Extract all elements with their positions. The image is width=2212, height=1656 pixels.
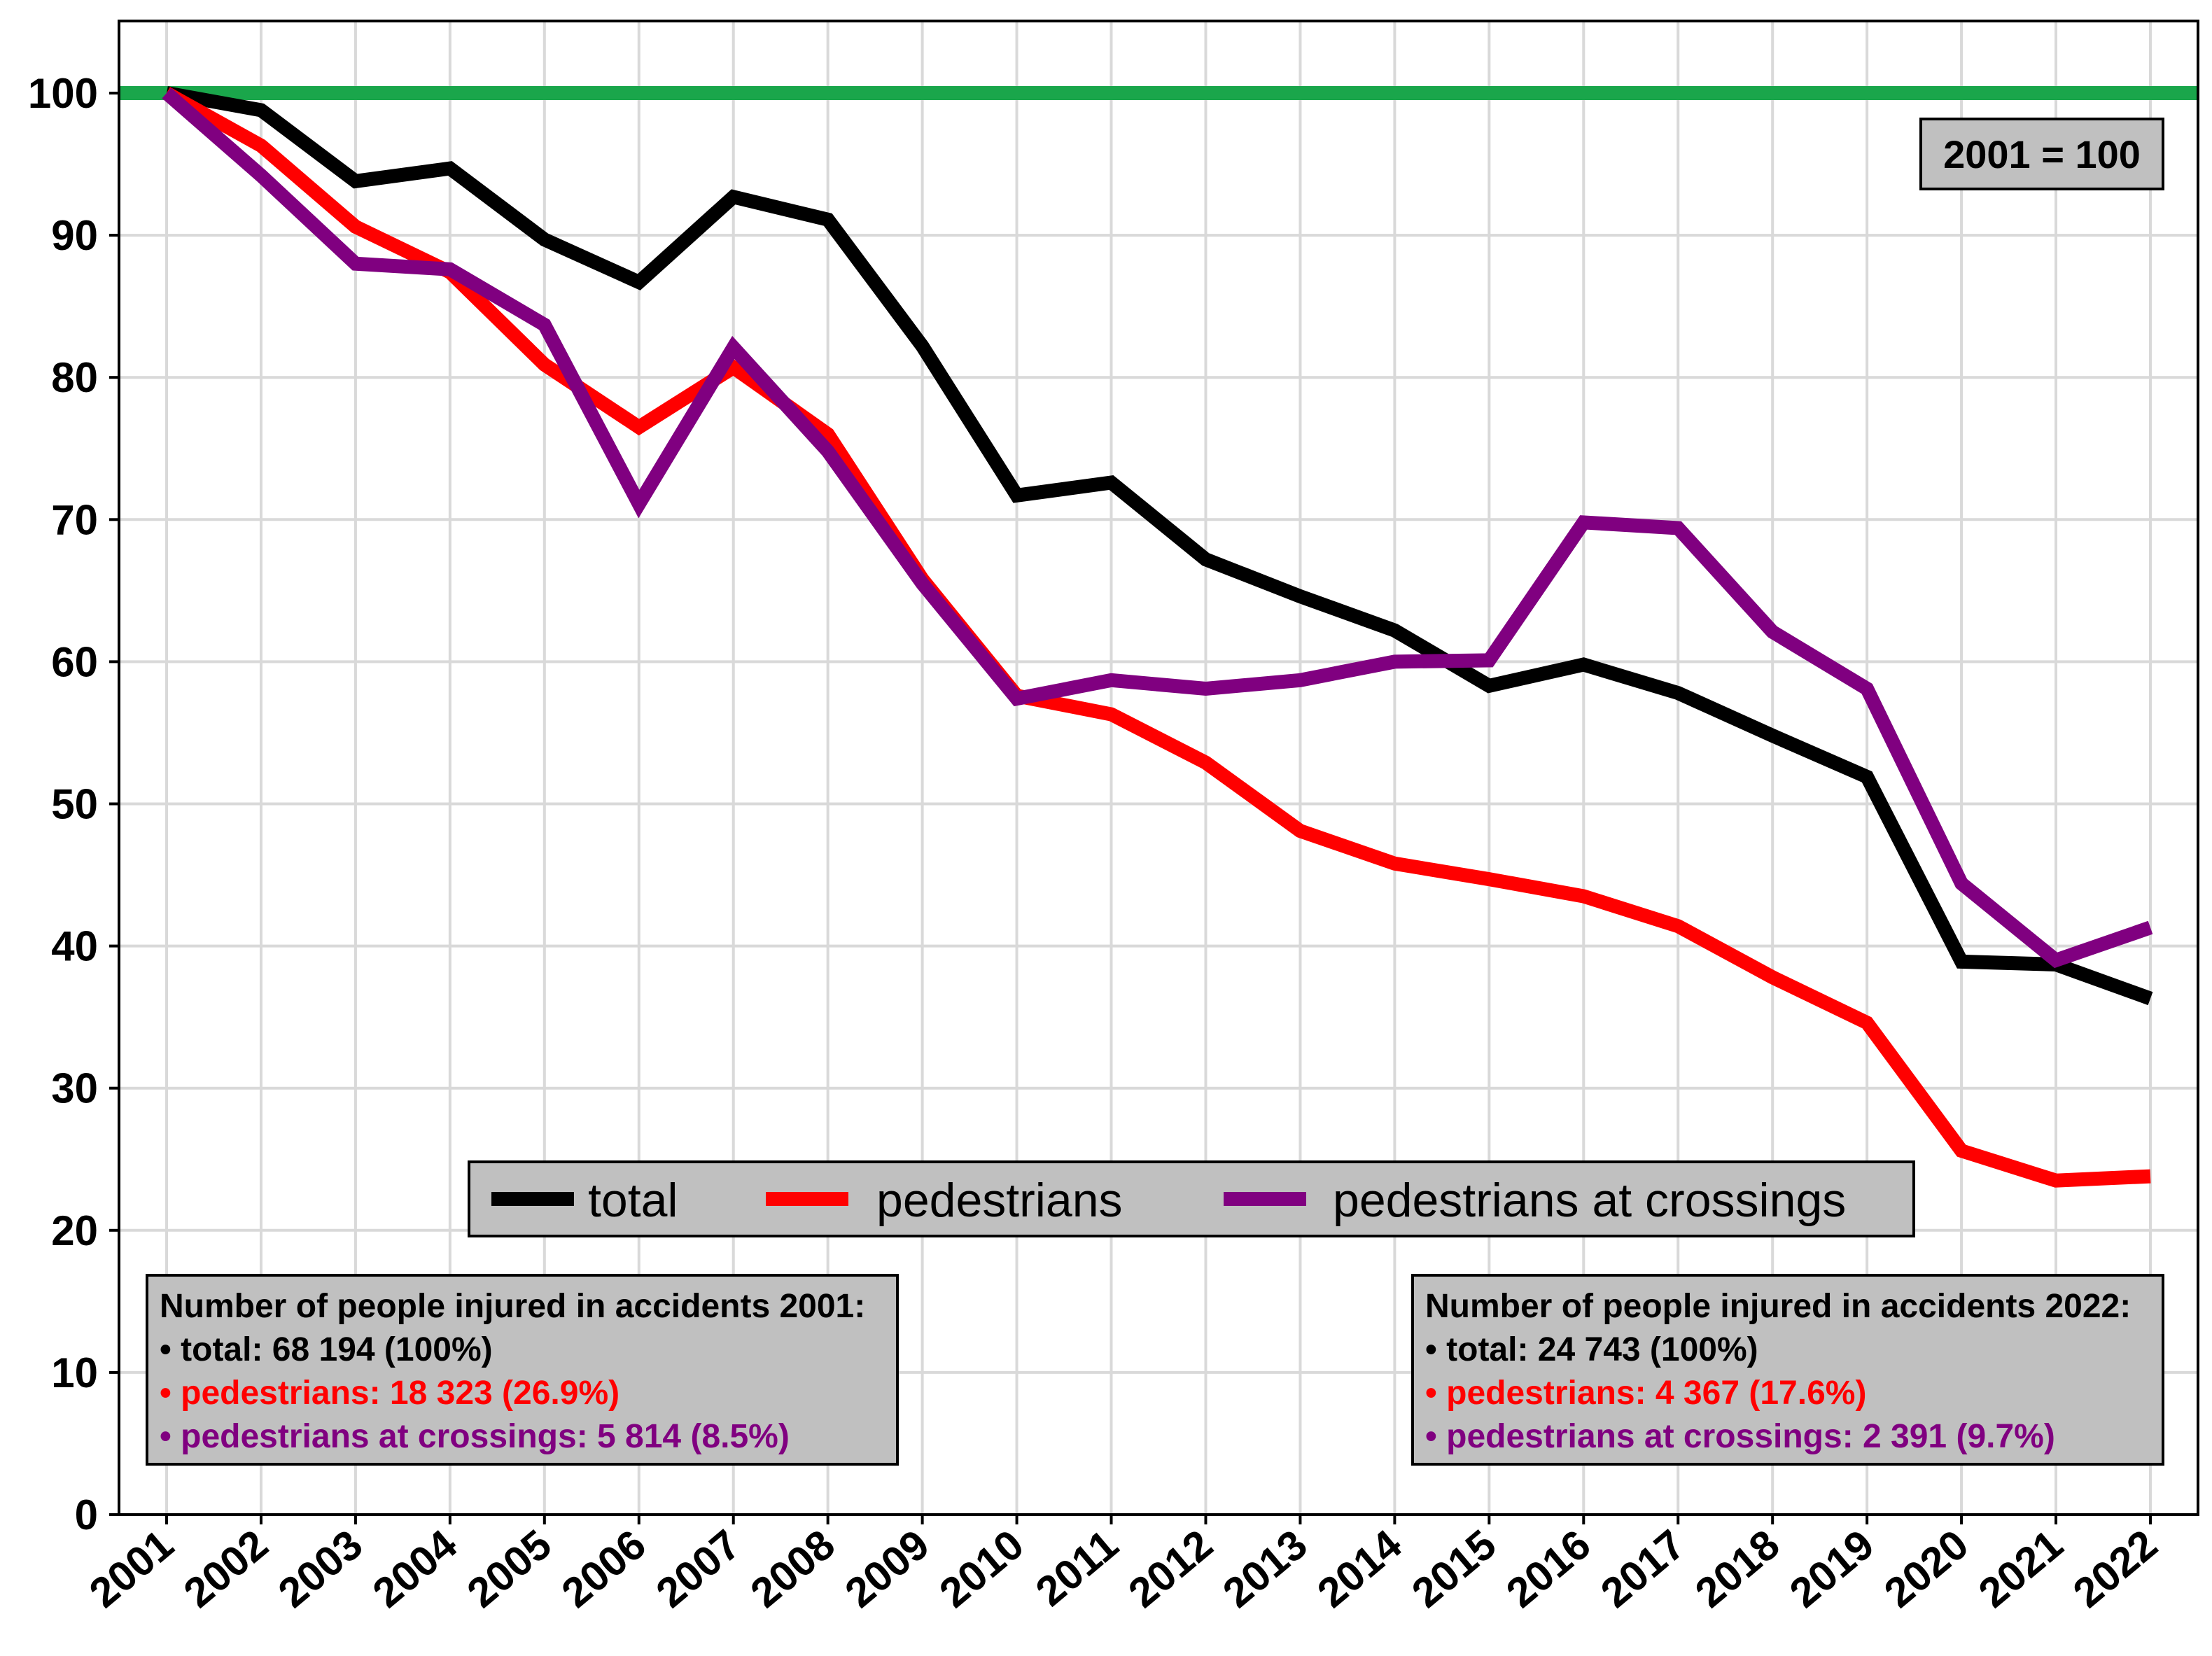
annotation-boxes: Number of people injured in accidents 20…	[146, 1274, 2164, 1466]
y-tick-label: 80	[51, 354, 98, 401]
annotation-heading: Number of people injured in accidents 20…	[160, 1288, 865, 1325]
data-point	[1960, 1149, 1963, 1152]
index-note-text: 2001 = 100	[1943, 132, 2141, 176]
data-point	[1298, 679, 1301, 682]
data-point	[1110, 713, 1113, 716]
series-line-pedestrians	[163, 87, 2151, 1188]
data-point	[1771, 631, 1774, 633]
y-tick-label: 10	[51, 1349, 98, 1396]
y-tick-label: 0	[75, 1492, 98, 1538]
data-point	[638, 503, 640, 505]
data-point	[1676, 925, 1679, 927]
data-point	[1582, 521, 1585, 524]
data-point	[638, 281, 640, 283]
data-point	[449, 268, 451, 271]
data-point	[543, 238, 546, 241]
data-point	[638, 426, 640, 428]
data-point	[354, 225, 357, 228]
data-point	[260, 108, 262, 111]
annotation-line: • pedestrians: 4 367 (17.6%)	[1425, 1375, 1866, 1412]
annotation-box-bottom-left	[146, 1274, 899, 1466]
annotation-line: • total: 68 194 (100%)	[160, 1331, 493, 1368]
y-tick-label: 60	[51, 638, 98, 685]
legend: total pedestrians pedestrians at crossings	[468, 1160, 1915, 1237]
data-point	[1204, 687, 1207, 690]
y-tick-label: 70	[51, 496, 98, 543]
legend-label-pedestrians-at-crossings: pedestrians at crossings	[1333, 1174, 1846, 1227]
annotation-heading: Number of people injured in accidents 20…	[1425, 1288, 2131, 1325]
data-point	[2149, 997, 2152, 1000]
data-point	[1582, 663, 1585, 666]
data-point	[543, 323, 546, 326]
data-point	[1298, 829, 1301, 832]
index-note: 2001 = 100	[1919, 118, 2164, 190]
y-tick-label: 20	[51, 1207, 98, 1254]
y-tick-label: 50	[51, 781, 98, 828]
data-point	[260, 144, 262, 147]
data-point	[732, 346, 735, 349]
data-point	[1582, 895, 1585, 898]
data-point	[827, 218, 830, 221]
data-point	[1110, 481, 1113, 484]
data-point	[1676, 692, 1679, 694]
annotation-line: • total: 24 743 (100%)	[1425, 1331, 1758, 1368]
data-point	[1488, 878, 1490, 880]
y-tick-label: 90	[51, 212, 98, 259]
data-point	[1204, 762, 1207, 764]
data-point	[1488, 659, 1490, 661]
plot-frame	[118, 20, 2199, 1516]
y-tick-label: 40	[51, 923, 98, 970]
data-point	[2149, 926, 2152, 929]
data-point	[1488, 685, 1490, 687]
legend-label-pedestrians: pedestrians	[876, 1174, 1123, 1227]
data-point	[827, 433, 830, 435]
data-point	[1204, 558, 1207, 561]
data-point	[2054, 1179, 2057, 1182]
data-point	[1676, 526, 1679, 529]
annotation-line: • pedestrians at crossings: 5 814 (8.5%)	[160, 1418, 790, 1455]
annotation-line: • pedestrians at crossings: 2 391 (9.7%)	[1425, 1418, 2055, 1455]
data-point	[2054, 959, 2057, 962]
data-point	[1298, 595, 1301, 598]
data-point	[827, 450, 830, 453]
y-axis: 0 10 20 30 40 50 60 70 80 90 100	[28, 70, 119, 1538]
data-point	[1393, 660, 1396, 663]
data-point	[2149, 1175, 2152, 1178]
data-point	[543, 363, 546, 366]
data-point	[1393, 862, 1396, 865]
data-point	[260, 174, 262, 177]
data-point	[1865, 1021, 1868, 1024]
annotation-line: • pedestrians: 18 323 (26.9%)	[160, 1375, 620, 1412]
data-point	[1771, 734, 1774, 737]
data-point	[1393, 629, 1396, 632]
data-point	[1960, 882, 1963, 885]
y-tick-label: 30	[51, 1065, 98, 1112]
data-point	[354, 180, 357, 183]
annotation-box-bottom-right	[1411, 1274, 2164, 1466]
data-point	[1771, 976, 1774, 978]
series-lines	[162, 86, 2153, 1188]
y-tick-label: 100	[28, 70, 98, 117]
legend-box	[468, 1160, 1915, 1237]
data-point	[921, 582, 924, 585]
data-point	[165, 92, 168, 94]
data-point	[1865, 687, 1868, 690]
data-point	[921, 345, 924, 348]
data-point	[1960, 960, 1963, 963]
series-line-pedestrians-at-crossings	[162, 87, 2153, 969]
data-point	[732, 195, 735, 198]
data-point	[354, 262, 357, 265]
index-note-box	[1919, 118, 2164, 190]
data-point	[1016, 494, 1018, 497]
data-point	[1016, 697, 1018, 700]
series-line-total	[165, 86, 2153, 1006]
data-point	[449, 167, 451, 170]
data-point	[1110, 679, 1113, 682]
data-point	[732, 366, 735, 369]
data-point	[1865, 776, 1868, 778]
legend-label-total: total	[588, 1174, 678, 1227]
